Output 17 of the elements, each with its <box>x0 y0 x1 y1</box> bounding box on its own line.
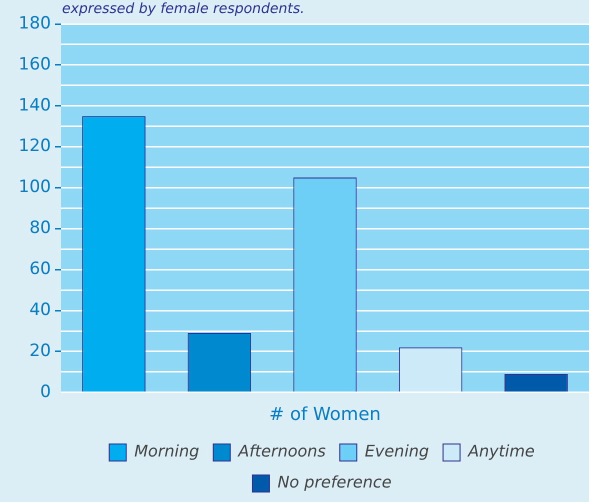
y-tick-label: 20 <box>29 340 51 361</box>
y-tick-label: 120 <box>18 136 51 156</box>
legend-label: No preference <box>277 472 392 492</box>
chart-title: expressed by female respondents. <box>62 1 305 17</box>
y-tick-label: 40 <box>29 300 51 320</box>
legend-label: Anytime <box>467 442 535 461</box>
y-tick-label: 80 <box>29 218 51 238</box>
y-tick-label: 0 <box>40 382 51 402</box>
x-axis-title: # of Women <box>269 404 381 425</box>
legend-label: Morning <box>134 442 200 461</box>
y-tick-label: 60 <box>29 259 51 280</box>
legend-label: Afternoons <box>237 442 326 461</box>
y-tick-label: 140 <box>18 95 51 116</box>
y-tick-label: 160 <box>18 54 51 74</box>
legend-label: Evening <box>364 442 430 461</box>
y-tick-label: 100 <box>18 177 51 198</box>
y-tick-label: 180 <box>18 13 51 34</box>
